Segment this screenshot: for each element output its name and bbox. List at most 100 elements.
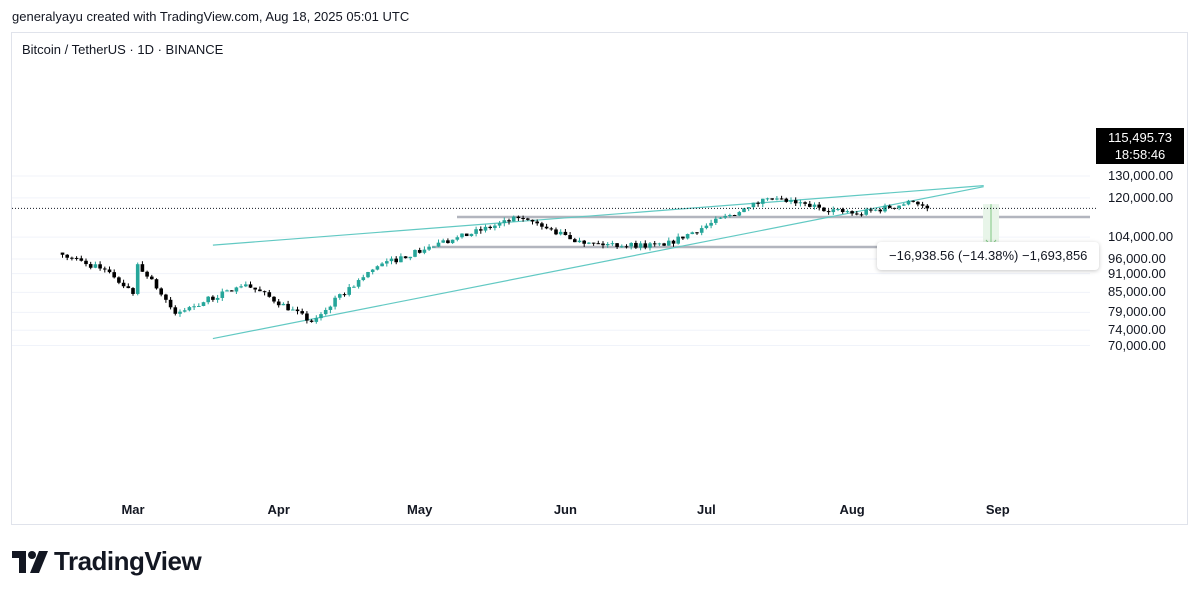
- candle-body: [756, 202, 760, 204]
- bar-countdown: 18:58:46: [1114, 147, 1166, 162]
- candle-body: [902, 204, 906, 206]
- candle-body: [403, 256, 408, 259]
- candle-body: [925, 205, 930, 209]
- candle-body: [587, 242, 591, 244]
- candle-body: [751, 202, 756, 208]
- candle-body: [493, 225, 497, 229]
- candle-body: [718, 217, 723, 219]
- candle-body: [314, 318, 319, 322]
- candle-body: [267, 292, 272, 297]
- candle-body: [262, 291, 267, 293]
- candle-body: [878, 209, 883, 212]
- candle-body: [244, 284, 248, 287]
- price-tick: 74,000.00: [1108, 322, 1166, 338]
- candle-body: [305, 313, 309, 321]
- candle-body: [549, 228, 554, 230]
- tradingview-logo-icon: [12, 550, 48, 573]
- candle-body: [450, 239, 455, 244]
- candle-body: [596, 243, 601, 245]
- candle-body: [742, 208, 746, 213]
- candle-body: [775, 198, 779, 200]
- candle-body: [417, 249, 422, 253]
- candle-body: [460, 233, 464, 238]
- candle-body: [286, 303, 290, 311]
- candle-body: [159, 288, 163, 295]
- candle-body: [836, 209, 840, 211]
- candle-body: [709, 222, 713, 226]
- candle-body: [704, 225, 709, 229]
- candle-body: [385, 261, 389, 264]
- candle-body: [530, 219, 535, 222]
- candle-body: [103, 268, 107, 270]
- candle-body: [192, 306, 196, 308]
- candle-body: [850, 211, 854, 214]
- candle-body: [74, 257, 79, 259]
- last-price-value: 115,495.73: [1107, 130, 1173, 145]
- candle-body: [98, 264, 102, 269]
- candle-body: [173, 307, 178, 314]
- candle-body: [112, 272, 116, 278]
- candle-body: [676, 236, 680, 244]
- candle-body: [873, 209, 878, 211]
- candle-body: [577, 240, 582, 243]
- candle-body: [370, 269, 375, 273]
- candle-body: [685, 234, 690, 239]
- candle-body: [107, 269, 112, 273]
- candle-body: [732, 214, 737, 216]
- candle-body: [333, 297, 337, 307]
- candle-body: [798, 202, 803, 204]
- candle-body: [356, 280, 361, 287]
- candle-body: [695, 232, 699, 234]
- candle-body: [746, 207, 751, 209]
- candle-body: [516, 216, 521, 219]
- candle-body: [413, 249, 417, 257]
- candle-body: [408, 256, 413, 259]
- candle-body: [568, 235, 572, 240]
- candle-body: [295, 309, 300, 312]
- chart-frame[interactable]: [11, 32, 1188, 525]
- candle-body: [826, 211, 831, 213]
- candle-body: [79, 258, 84, 261]
- candle-body: [817, 204, 821, 208]
- candle-body: [610, 243, 615, 245]
- candle-body: [601, 243, 605, 246]
- candle-body: [845, 211, 850, 213]
- time-tick: Apr: [267, 502, 290, 517]
- candle-body: [422, 249, 427, 253]
- candle-body: [789, 200, 793, 202]
- time-tick: Jul: [696, 502, 716, 517]
- candle-body: [474, 229, 478, 234]
- candle-body: [737, 212, 742, 216]
- candle-body: [714, 218, 718, 223]
- candle-body: [258, 289, 262, 292]
- candle-body: [319, 314, 323, 319]
- candle-body: [812, 204, 817, 207]
- candle-body: [70, 257, 74, 259]
- candle-body: [432, 246, 436, 248]
- candle-body: [291, 309, 295, 311]
- candle-body: [328, 306, 333, 310]
- candle-body: [573, 239, 577, 243]
- candle-body: [150, 276, 154, 280]
- candle-body: [859, 214, 864, 216]
- candle-body: [643, 243, 648, 248]
- candle-body: [338, 294, 342, 298]
- price-tick: 104,000.00: [1108, 229, 1174, 245]
- candle-body: [723, 215, 727, 218]
- candle-body: [864, 209, 868, 215]
- tradingview-logo[interactable]: TradingView: [12, 546, 202, 577]
- candle-body: [793, 200, 798, 204]
- candle-body: [507, 220, 511, 222]
- candle-body: [126, 286, 131, 289]
- candle-body: [253, 287, 257, 290]
- grid: [12, 175, 1090, 347]
- candle-body: [699, 228, 704, 233]
- candle-body: [178, 311, 182, 314]
- candle-body: [239, 286, 243, 288]
- candle-body: [215, 297, 220, 300]
- candle-body: [366, 272, 370, 278]
- candle-body: [911, 200, 915, 202]
- candle-body: [140, 264, 145, 272]
- candles: [60, 195, 930, 324]
